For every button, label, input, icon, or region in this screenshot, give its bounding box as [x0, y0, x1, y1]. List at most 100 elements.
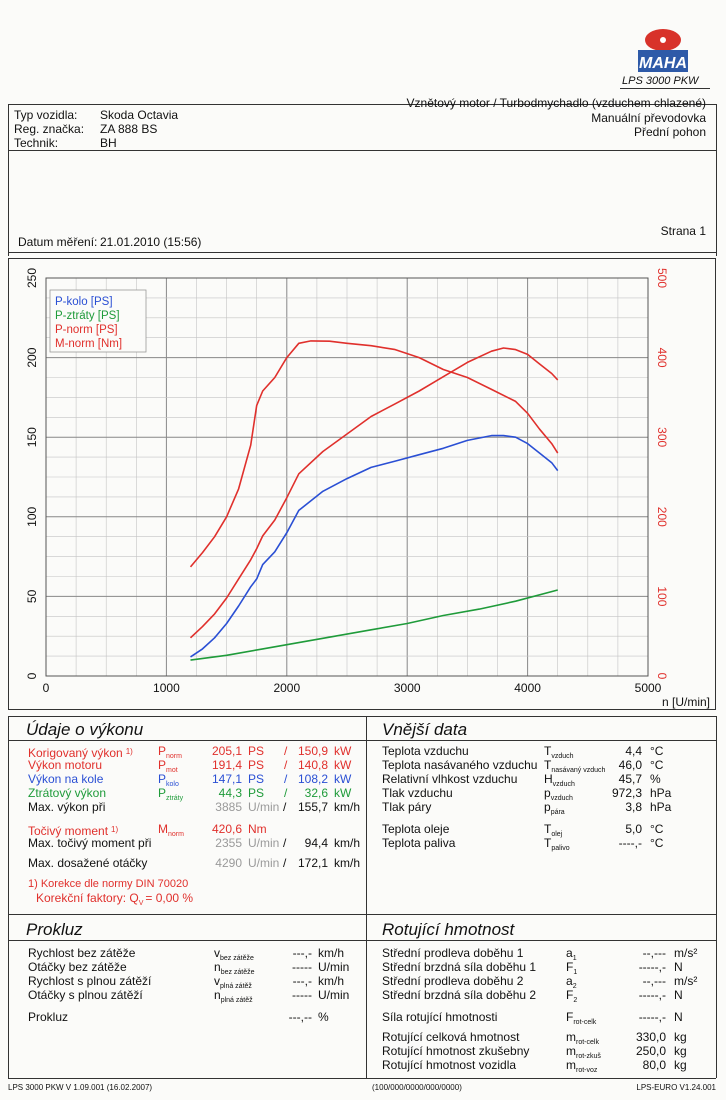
- power-section-title: Údaje o výkonu: [26, 720, 144, 739]
- slip-row-symbol: vplná zátěž: [214, 974, 252, 994]
- external-row-symbol-symbol: T: [544, 758, 552, 772]
- power-row-kw-value: 108,2: [297, 772, 328, 786]
- slip-row-unit: U/min: [318, 960, 350, 974]
- rotating-row-symbol-symbol: m: [566, 1044, 576, 1058]
- rotating-row-value: 80,0: [642, 1058, 666, 1072]
- tech-value: BH: [100, 136, 117, 150]
- y-right-tick-label: 400: [655, 348, 669, 368]
- power-row-label: Korigovaný výkon 1): [28, 746, 133, 760]
- rotating-row-value: --,---: [642, 946, 666, 960]
- y-left-tick-label: 200: [25, 347, 39, 367]
- power-row-ps-unit: PS: [248, 758, 265, 772]
- max-torque-rpm-separator: /: [283, 836, 287, 850]
- rotating-row-symbol-subscript: 1: [573, 969, 578, 976]
- power-row-ps-value: 191,4: [211, 758, 242, 772]
- power-row-symbol: Pkolo: [158, 772, 179, 792]
- external-row-unit: °C: [650, 744, 664, 758]
- power-row-kw-unit: kW: [334, 786, 352, 800]
- max-rpm-label: Max. dosažené otáčky: [28, 856, 148, 870]
- power-row-separator: /: [284, 786, 288, 800]
- slip-row-label: Otáčky s plnou zátěží: [28, 988, 143, 1002]
- power-row-ps-value: 44,3: [218, 786, 242, 800]
- slip-row-unit: km/h: [318, 946, 345, 960]
- external-row-symbol-symbol: p: [544, 800, 551, 814]
- external-row-symbol: Tvzduch: [544, 744, 574, 764]
- rotating-row-symbol-symbol: a: [566, 974, 573, 988]
- power-row-ps-value: 205,1: [211, 744, 242, 758]
- power-row-ps-value: 147,1: [211, 772, 242, 786]
- power-row-kw-value: 32,6: [304, 786, 328, 800]
- external-row-symbol-subscript: vzduch: [550, 795, 573, 802]
- din-footnote: 1) Korekce dle normy DIN 70020: [28, 878, 189, 890]
- y-left-tick-label: 100: [25, 506, 39, 526]
- max-power-rpm-label: Max. výkon při: [28, 800, 106, 814]
- legend-box: [49, 289, 147, 353]
- external-row-label: Tlak páry: [382, 800, 432, 814]
- external-row-label: Teplota oleje: [382, 822, 450, 836]
- y-right-tick-label: 200: [655, 507, 669, 527]
- torque-value: 420,6: [211, 822, 242, 836]
- slip-row-value: -----: [292, 960, 312, 974]
- power-row-kw-unit: kW: [334, 772, 352, 786]
- rotating-row-value: -----,-: [638, 988, 666, 1002]
- power-row-symbol-subscript: norm: [166, 753, 182, 760]
- correction-factor-part: V: [138, 900, 144, 907]
- legend-entry: M-norm [Nm]: [55, 338, 122, 350]
- engine-type: Vznětový motor / Turbodmychadlo (vzduche…: [406, 96, 706, 110]
- external-row-label: Teplota paliva: [382, 836, 456, 850]
- torque-symbol: Mnorm: [158, 822, 184, 842]
- slip-row-symbol: vbez zátěže: [214, 946, 254, 966]
- rotating-row-unit: N: [674, 1010, 683, 1024]
- slip-section-title: Prokluz: [26, 920, 83, 939]
- rotating-row-label: Rotující celková hmotnost: [382, 1030, 520, 1044]
- power-row-symbol: Pztráty: [158, 786, 183, 806]
- slip-row-value: -----: [292, 988, 312, 1002]
- slip-row-unit: %: [318, 1010, 329, 1024]
- y-left-tick-label: 150: [25, 427, 39, 447]
- external-row-symbol: Tolej: [544, 822, 562, 842]
- power-row-symbol-subscript: kolo: [166, 781, 179, 788]
- rotating-row-unit: N: [674, 960, 683, 974]
- correction-factor-part: = 0,00 %: [145, 891, 194, 905]
- legend-entry: P-ztráty [PS]: [55, 310, 120, 322]
- x-tick-label: 4000: [514, 681, 541, 695]
- max-power-rpm-speed: 155,7: [297, 800, 328, 814]
- vehicle-type: Skoda Octavia: [100, 108, 179, 122]
- external-row-value: 4,4: [625, 744, 642, 758]
- rotating-row-symbol-subscript: 2: [572, 983, 577, 990]
- rotating-row-unit: m/s²: [674, 974, 698, 988]
- x-axis-label: n [U/min]: [662, 695, 710, 709]
- external-row-symbol-subscript: palivo: [551, 845, 570, 852]
- correction-factor: Korekční faktory: QV = 0,00 %: [36, 891, 193, 911]
- rotating-row-symbol: a1: [566, 946, 577, 966]
- power-row-symbol: Pmot: [158, 758, 178, 778]
- chart-frame: [8, 258, 716, 710]
- rotating-row-symbol-symbol: a: [566, 946, 573, 960]
- footnote-marker: 1): [111, 825, 119, 834]
- slip-row-symbol: nplná zátěž: [214, 988, 253, 1008]
- external-row-label: Relativní vlhkost vzduchu: [382, 772, 518, 786]
- slip-row-symbol-subscript: plná zátěž: [220, 997, 253, 1004]
- drive-type: Přední pohon: [633, 125, 706, 139]
- rotating-row-symbol-symbol: F: [566, 1010, 574, 1024]
- rotating-row-symbol-subscript: rot-celk: [573, 1019, 597, 1026]
- rotating-row-value: --,---: [642, 974, 666, 988]
- slip-row-symbol-symbol: v: [214, 974, 220, 988]
- tech-label: Technik:: [14, 136, 59, 150]
- slip-row-symbol-symbol: n: [214, 988, 221, 1002]
- rotating-section-title: Rotující hmotnost: [382, 920, 515, 939]
- external-row-label: Teplota vzduchu: [382, 744, 469, 758]
- rotating-row-symbol: Frot-celk: [566, 1010, 596, 1030]
- rotating-row-value: 250,0: [635, 1044, 666, 1058]
- slip-row-symbol-symbol: v: [214, 946, 220, 960]
- slip-row-value: ---,--: [288, 1010, 312, 1024]
- power-row-separator: /: [284, 772, 288, 786]
- slip-row-label: Rychlost s plnou zátěží: [28, 974, 152, 988]
- power-row-kw-value: 150,9: [297, 744, 328, 758]
- reg-value: ZA 888 BS: [100, 122, 158, 136]
- rotating-row-label: Střední brzdná síla doběhu 1: [382, 960, 537, 974]
- rotating-row-symbol: F2: [566, 988, 577, 1008]
- external-row-symbol-subscript: olej: [551, 831, 563, 838]
- x-tick-label: 3000: [394, 681, 421, 695]
